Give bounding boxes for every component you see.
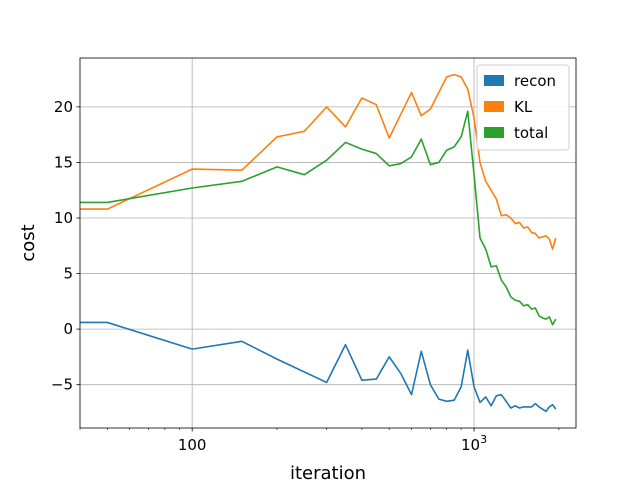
y-tick-label: 5 — [63, 265, 73, 283]
y-tick-label: 10 — [54, 209, 73, 227]
y-tick-label: −5 — [51, 376, 73, 394]
x-tick-label-base: 100 — [178, 436, 207, 454]
y-axis-label: cost — [18, 224, 39, 261]
legend-label-recon: recon — [514, 72, 556, 90]
legend: recon KL total — [476, 64, 570, 151]
x-tick-label-base: 10 — [461, 436, 480, 454]
x-axis-label: iteration — [290, 463, 366, 480]
series-line-recon — [80, 321, 557, 413]
y-tick-label: 0 — [63, 320, 73, 338]
y-tick-label: 15 — [54, 153, 73, 171]
legend-swatch-kl — [484, 101, 504, 112]
legend-swatch-total — [484, 127, 504, 138]
legend-swatch-recon — [484, 75, 504, 86]
legend-label-kl: KL — [514, 98, 533, 116]
x-tick-label: 103 — [461, 433, 487, 454]
series-line-total — [80, 110, 557, 326]
x-tick-label: 100 — [178, 436, 207, 454]
x-tick-label-exponent: 3 — [480, 433, 487, 446]
y-tick-label: 20 — [54, 98, 73, 116]
plot-frame — [79, 57, 577, 429]
grid — [80, 58, 576, 428]
legend-label-total: total — [514, 124, 548, 142]
